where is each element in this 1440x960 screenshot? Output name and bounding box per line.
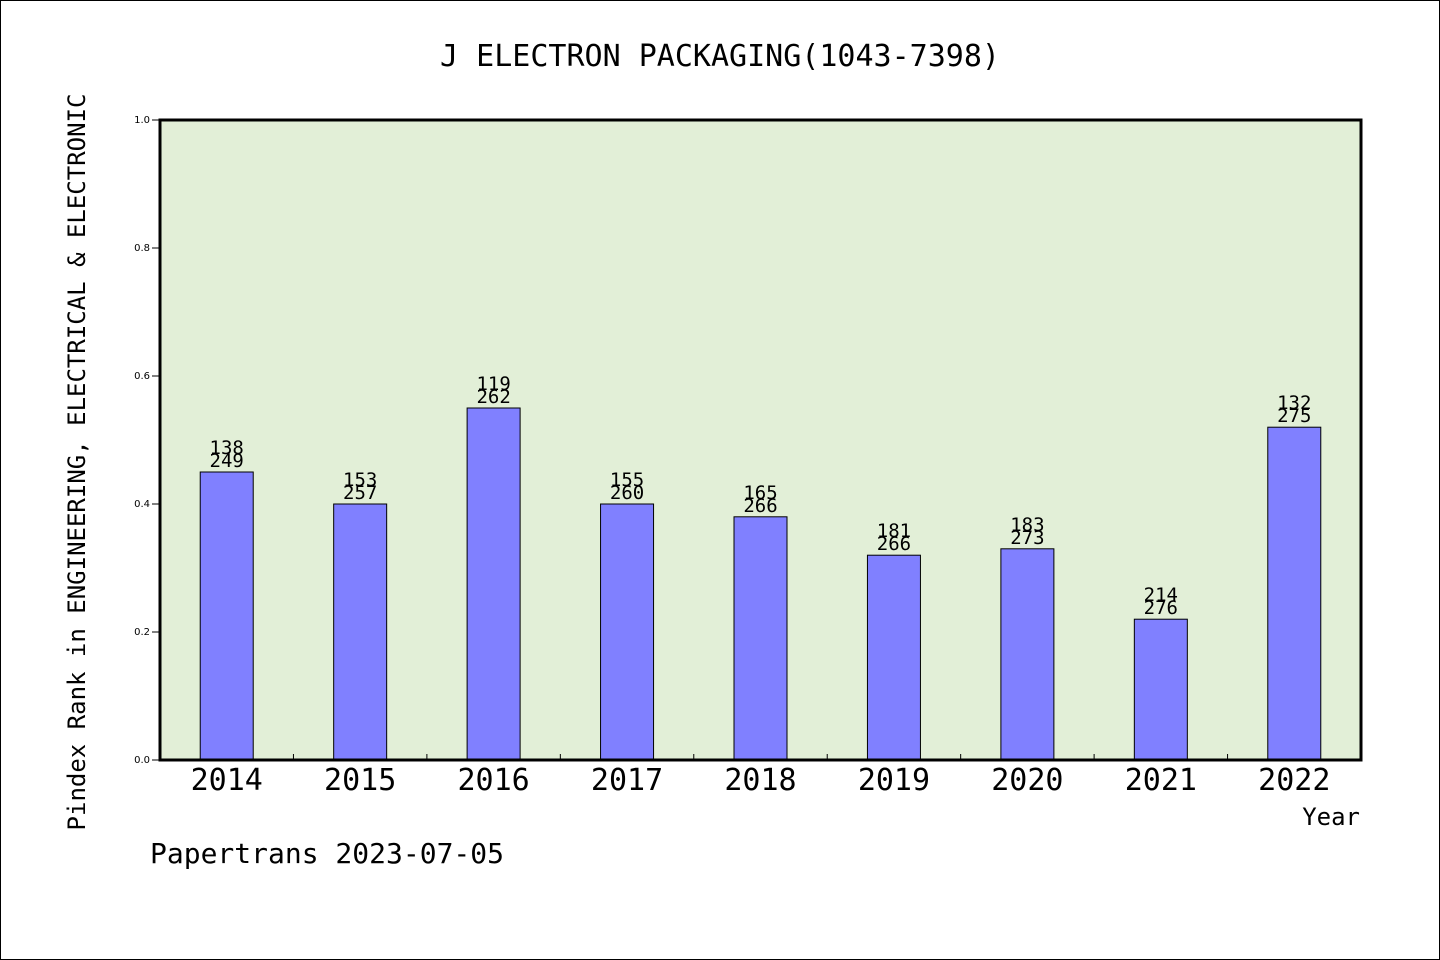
x-tick-label: 2022 xyxy=(1258,763,1330,798)
x-tick-label: 2016 xyxy=(457,763,529,798)
bar xyxy=(333,503,388,761)
bar xyxy=(600,503,655,761)
bar-total-label: 276 xyxy=(1144,597,1178,619)
y-axis-label: Pindex Rank in ENGINEERING, ELECTRICAL &… xyxy=(63,94,91,831)
bar xyxy=(1000,548,1055,761)
x-tick-label: 2017 xyxy=(591,763,663,798)
y-tick-label: 0.8 xyxy=(134,243,150,254)
bar-rank-label: 181 xyxy=(877,520,911,542)
x-tick-label: 2021 xyxy=(1125,763,1197,798)
bar xyxy=(1133,618,1188,761)
bar-total-label: 262 xyxy=(476,386,510,408)
bar xyxy=(199,471,254,761)
bar-total-label: 266 xyxy=(743,495,777,517)
x-tick-label: 2015 xyxy=(324,763,396,798)
bar-total-label: 249 xyxy=(210,450,244,472)
y-tick-label: 0.2 xyxy=(134,627,150,638)
bar-rank-label: 155 xyxy=(610,469,644,491)
bar-rank-label: 119 xyxy=(476,373,510,395)
plot-frame xyxy=(158,118,1363,762)
y-tick-label: 0.0 xyxy=(134,755,150,766)
bar-total-label: 275 xyxy=(1277,405,1311,427)
bar xyxy=(866,554,921,761)
bar-rank-label: 183 xyxy=(1010,514,1044,536)
bar xyxy=(466,407,521,761)
x-tick-label: 2019 xyxy=(858,763,930,798)
bar-rank-label: 153 xyxy=(343,469,377,491)
y-tick-label: 1.0 xyxy=(134,115,150,126)
bar-rank-label: 138 xyxy=(210,437,244,459)
x-tick-label: 2020 xyxy=(991,763,1063,798)
x-axis-label: Year xyxy=(1302,803,1360,831)
bar-rank-label: 132 xyxy=(1277,392,1311,414)
y-tick-label: 0.6 xyxy=(134,371,150,382)
x-tick-label: 2018 xyxy=(724,763,796,798)
bar xyxy=(1267,426,1322,761)
footer-credit: Papertrans 2023-07-05 xyxy=(150,837,504,870)
bar-total-label: 257 xyxy=(343,482,377,504)
bar xyxy=(733,516,788,761)
chart-title: J ELECTRON PACKAGING(1043-7398) xyxy=(440,39,1000,74)
bar-total-label: 266 xyxy=(877,533,911,555)
bar-total-label: 260 xyxy=(610,482,644,504)
y-tick-label: 0.4 xyxy=(134,499,150,510)
x-tick-label: 2014 xyxy=(191,763,263,798)
bar-total-label: 273 xyxy=(1010,527,1044,549)
bar-rank-label: 214 xyxy=(1144,584,1178,606)
bar-rank-label: 165 xyxy=(743,482,777,504)
